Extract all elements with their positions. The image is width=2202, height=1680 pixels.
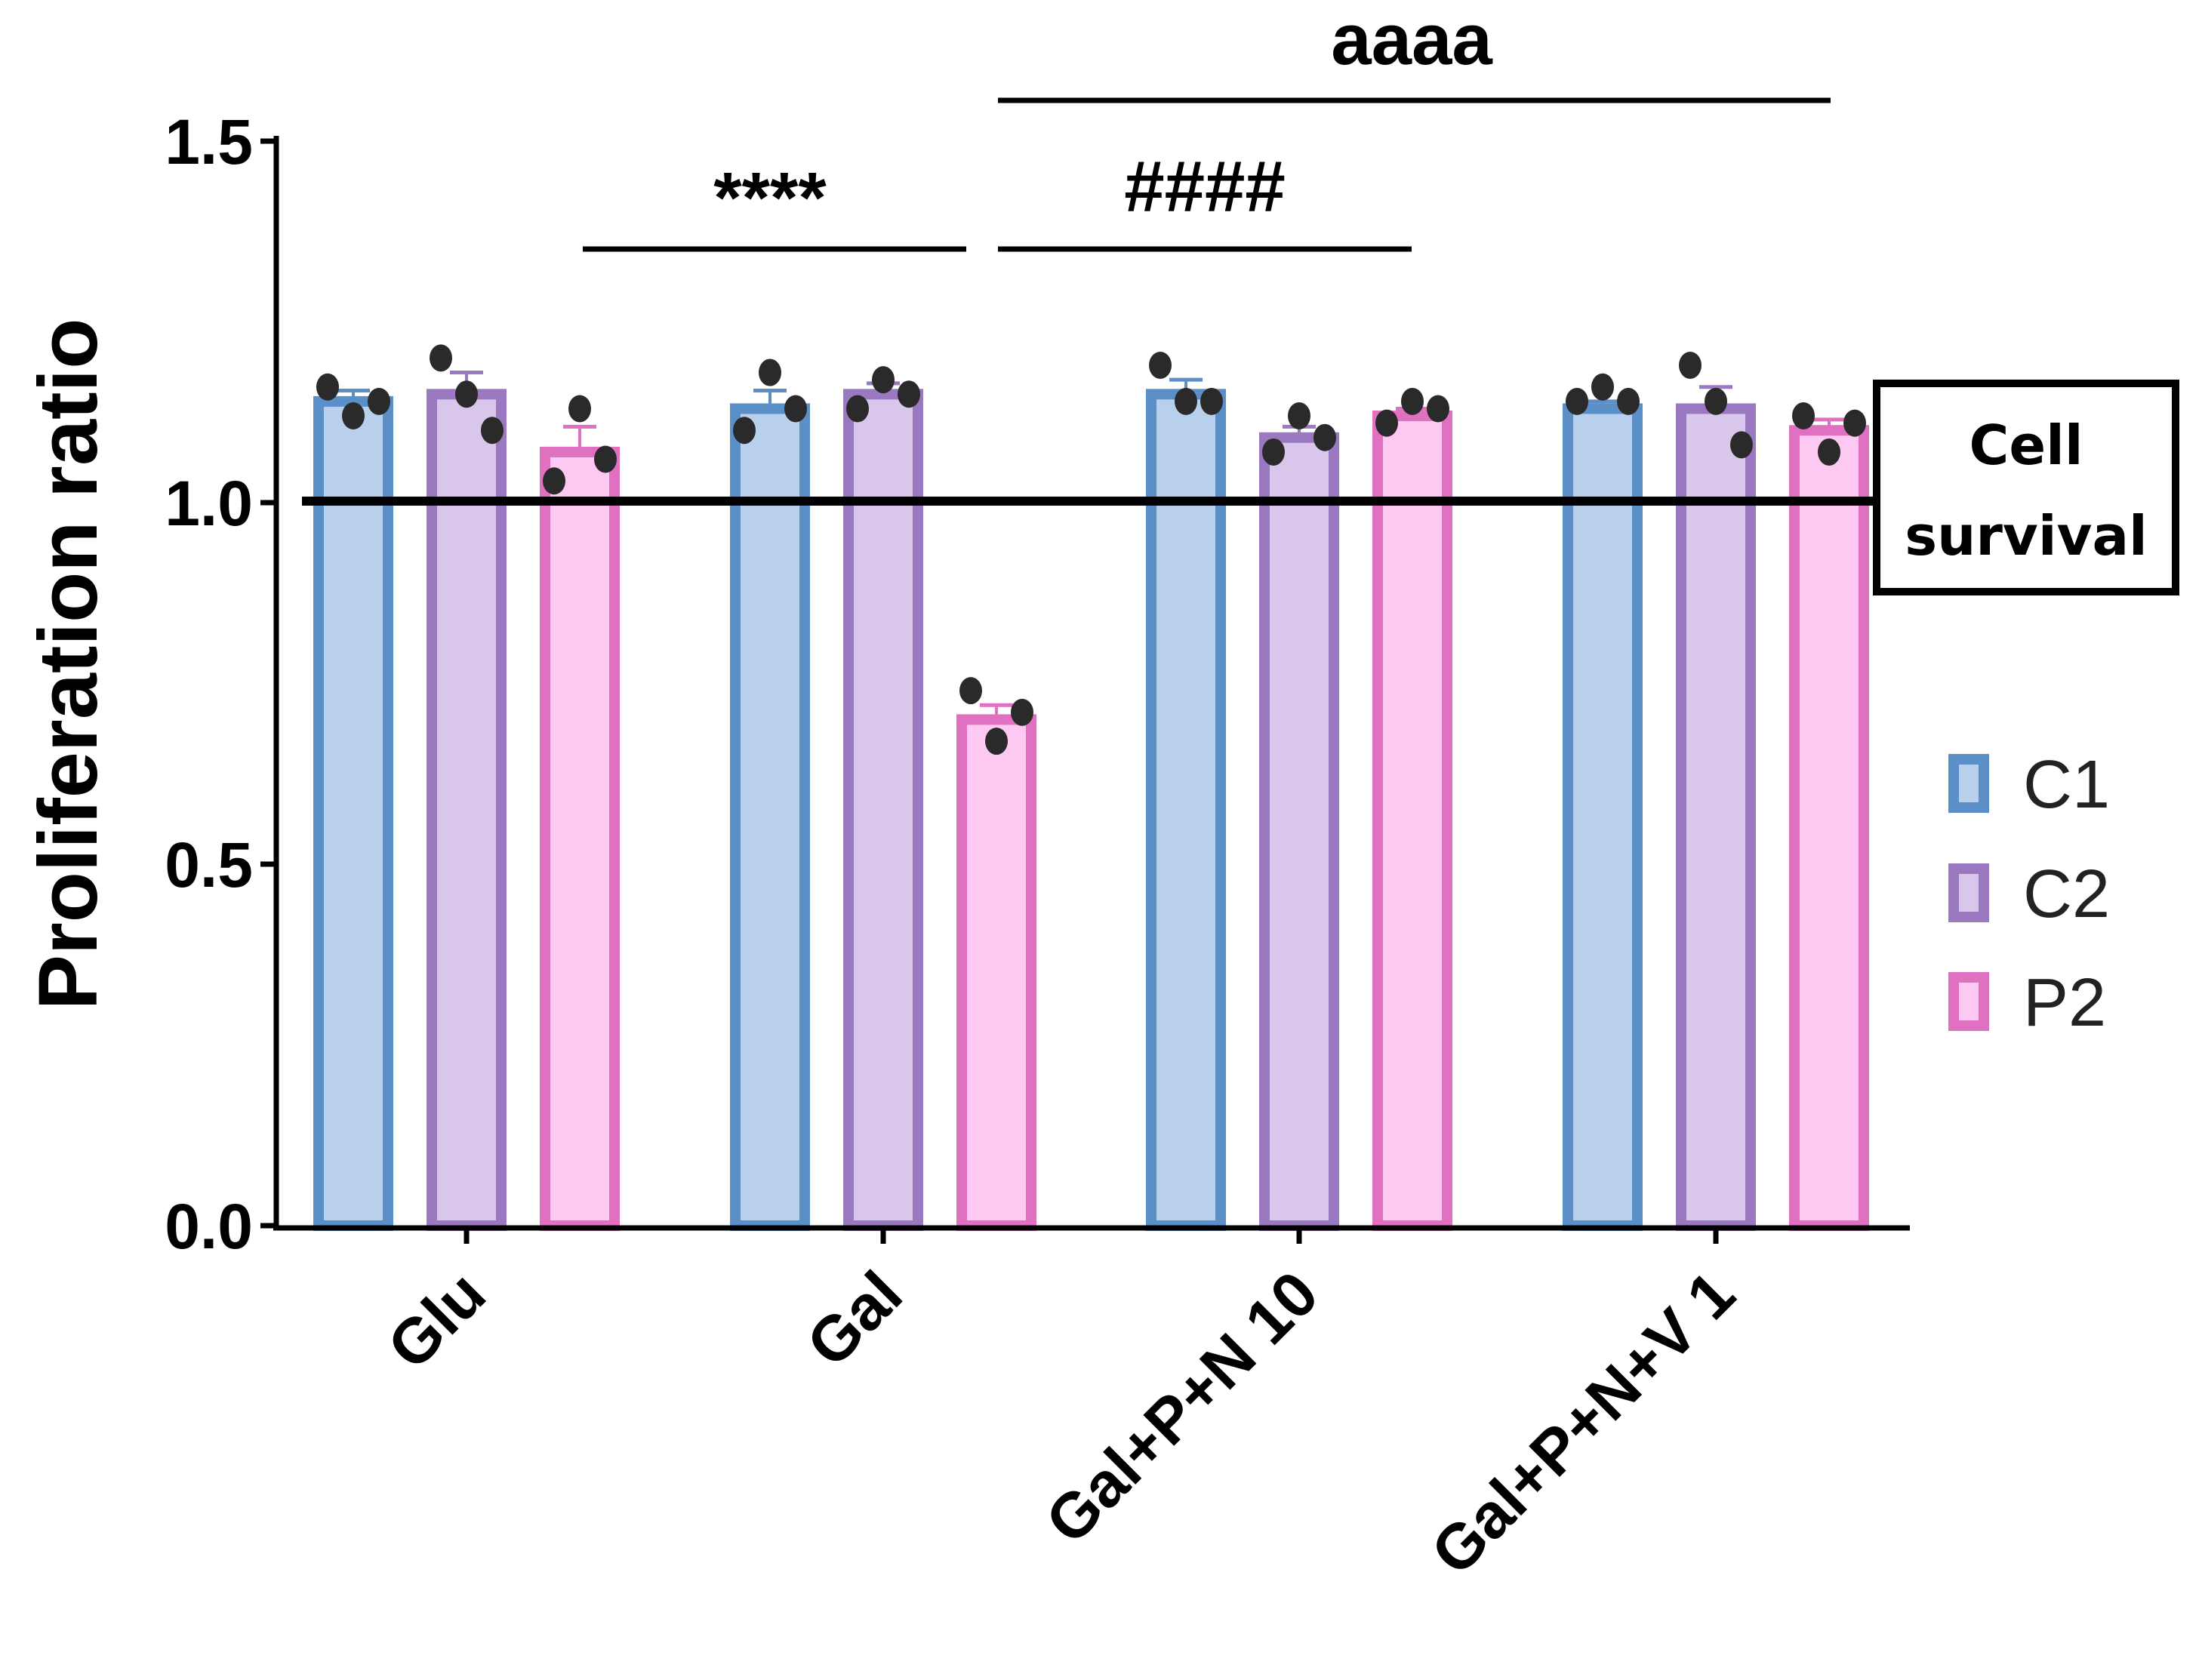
data-point bbox=[481, 417, 504, 445]
legend: C1 C2 P2 bbox=[1948, 747, 2110, 1041]
legend-label-p2: P2 bbox=[2023, 965, 2106, 1041]
data-point bbox=[1566, 387, 1588, 415]
data-point bbox=[1288, 402, 1310, 430]
data-point bbox=[316, 373, 339, 401]
bar-c2 bbox=[1676, 403, 1756, 1232]
legend-label-c2: C2 bbox=[2023, 857, 2110, 932]
data-point bbox=[1175, 387, 1197, 415]
y-tick-label: 0.5 bbox=[165, 829, 253, 900]
y-tick-label: 1.0 bbox=[165, 468, 253, 539]
bars-layer bbox=[313, 344, 1869, 1232]
data-point bbox=[784, 395, 807, 423]
data-point bbox=[1011, 698, 1033, 726]
data-point bbox=[1314, 423, 1336, 451]
data-point bbox=[1705, 387, 1727, 415]
data-point bbox=[368, 387, 390, 415]
data-point bbox=[1818, 438, 1840, 466]
data-point bbox=[1730, 431, 1753, 459]
data-point bbox=[985, 728, 1008, 755]
x-tick-label: Glu bbox=[374, 1257, 498, 1382]
sig-label-hash: #### bbox=[1124, 146, 1286, 227]
data-point bbox=[430, 344, 452, 372]
cell-survival-box bbox=[1873, 380, 2179, 595]
bar-c2 bbox=[1259, 432, 1339, 1231]
data-point bbox=[1401, 387, 1424, 415]
y-tick-label: 1.5 bbox=[165, 106, 253, 177]
legend-swatch-c1 bbox=[1948, 754, 1989, 813]
data-point bbox=[594, 445, 617, 473]
data-point bbox=[1200, 387, 1223, 415]
data-point bbox=[1843, 409, 1866, 437]
data-point bbox=[1679, 351, 1702, 379]
data-point bbox=[898, 380, 920, 408]
y-tick-label: 0.0 bbox=[165, 1191, 253, 1262]
legend-swatch-c2 bbox=[1948, 863, 1989, 922]
bar-c1 bbox=[1146, 389, 1226, 1231]
data-point bbox=[1262, 438, 1285, 466]
data-point bbox=[846, 395, 869, 423]
data-point bbox=[543, 467, 565, 495]
bar-p2 bbox=[540, 446, 620, 1232]
data-point bbox=[342, 402, 365, 430]
data-point bbox=[872, 366, 895, 394]
sig-label-a: aaaa bbox=[1331, 0, 1492, 80]
sig-label-stars: **** bbox=[713, 158, 827, 238]
bar-c2 bbox=[843, 389, 923, 1231]
legend-swatch-p2 bbox=[1948, 972, 1989, 1031]
data-point bbox=[759, 358, 781, 386]
data-point bbox=[1375, 409, 1398, 437]
legend-label-c1: C1 bbox=[2023, 747, 2110, 823]
data-point bbox=[1591, 373, 1614, 401]
box-label-line1: Cell bbox=[1969, 414, 2083, 477]
bar-p2 bbox=[1789, 425, 1869, 1232]
bar-p2 bbox=[956, 714, 1036, 1231]
data-point bbox=[1792, 402, 1815, 430]
y-ticks: 0.0 0.5 1.0 1.5 bbox=[165, 106, 276, 1262]
bar-c1 bbox=[730, 403, 810, 1232]
data-point bbox=[733, 417, 756, 445]
bar-c1 bbox=[1563, 403, 1643, 1232]
data-point bbox=[568, 395, 591, 423]
x-tick-label: Gal bbox=[793, 1257, 916, 1380]
data-point bbox=[1149, 351, 1172, 379]
bar-p2 bbox=[1372, 411, 1452, 1231]
x-tick-label: Gal+P+N+V 1 bbox=[1418, 1257, 1748, 1588]
x-ticks: Glu Gal Gal+P+N 10 Gal+P+N+V 1 bbox=[374, 1228, 1748, 1588]
bar-c1 bbox=[313, 395, 393, 1231]
data-point bbox=[1427, 395, 1449, 423]
x-tick-label: Gal+P+N 10 bbox=[1032, 1257, 1332, 1557]
box-label-line2: survival bbox=[1905, 504, 2147, 568]
data-point bbox=[959, 677, 982, 705]
bar-c2 bbox=[427, 389, 507, 1231]
y-axis-title: Proliferation ratio bbox=[22, 318, 115, 1011]
data-point bbox=[455, 380, 478, 408]
data-point bbox=[1617, 387, 1640, 415]
